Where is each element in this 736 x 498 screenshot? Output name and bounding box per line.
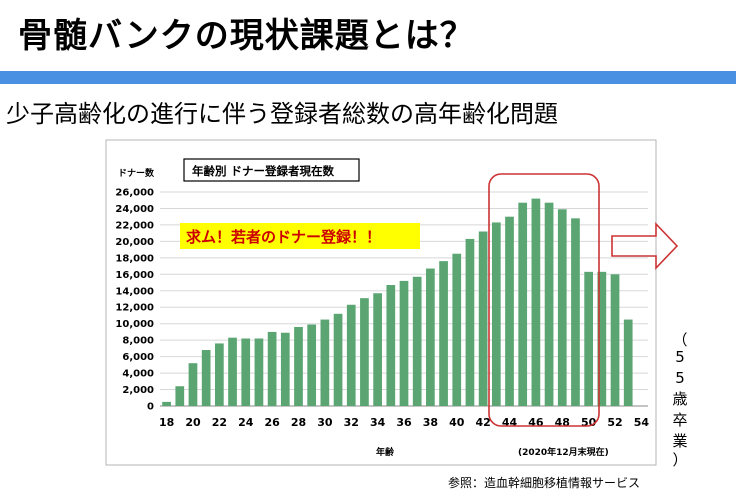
x-tick-labels: 18 20 22 24 26 28 30 32 34 36 38 40 42 44 46 48 50 52 54 (159, 416, 649, 429)
x-tick-label: 42 (475, 416, 490, 429)
x-tick-label: 26 (264, 416, 280, 429)
x-tick-label: 44 (502, 416, 518, 429)
bar-age-24 (241, 338, 251, 406)
bar-age-51 (597, 271, 607, 406)
x-tick-label: 38 (423, 416, 438, 429)
bar-age-25 (254, 338, 264, 406)
x-tick-label: 40 (449, 416, 465, 429)
page-subtitle: 少子高齢化の進行に伴う登録者総数の高年齢化問題 (6, 100, 558, 128)
bar-age-33 (360, 298, 369, 406)
side-note-char: （ (672, 331, 687, 349)
bar-age-35 (386, 285, 396, 406)
bar-age-43 (491, 222, 501, 406)
bar-age-31 (333, 313, 343, 406)
x-axis-label: 年齢 (376, 446, 395, 458)
bar-age-42 (478, 231, 488, 406)
bar-age-22 (214, 343, 224, 406)
y-tick-label: 12,000 (115, 303, 154, 314)
x-tick-label: 20 (185, 416, 201, 429)
x-tick-label: 54 (634, 416, 650, 429)
x-tick-label: 24 (238, 416, 254, 429)
side-note: （5 5 歳卒業） (672, 331, 687, 469)
x-tick-label: 18 (159, 416, 174, 429)
bar-age-38 (426, 268, 435, 406)
y-tick-label: 20,000 (115, 237, 154, 248)
y-tick-label: 24,000 (115, 204, 154, 215)
bar-age-20 (188, 363, 198, 406)
y-tick-label: 10,000 (115, 319, 154, 330)
y-tick-labels: 0 2,000 4,000 6,000 8,000 10,000 12,000 14,000 1… (115, 188, 154, 413)
x-tick-label: 52 (607, 416, 622, 429)
y-tick-label: 22,000 (115, 220, 154, 231)
arrow-right-icon (611, 222, 679, 270)
bar-age-39 (439, 261, 448, 406)
bar-age-47 (544, 202, 554, 406)
y-tick-label: 8,000 (122, 336, 154, 347)
bar-age-34 (373, 293, 382, 406)
y-tick-label: 6,000 (122, 352, 154, 363)
bar-age-21 (201, 350, 211, 406)
source-note: 参照：造血幹細胞移植情報サービス (448, 476, 641, 490)
x-tick-label: 32 (344, 416, 359, 429)
accent-bar (0, 71, 736, 84)
bar-age-37 (412, 276, 422, 406)
side-note-char: 卒 (672, 411, 687, 429)
x-tick-label: 36 (396, 416, 412, 429)
side-note-char: 5 (675, 348, 685, 366)
chart-title: 年齢別 ドナー登録者現在数 (192, 164, 335, 178)
bar-age-52 (610, 274, 620, 406)
bar-age-41 (465, 238, 475, 406)
bar-age-53 (623, 319, 633, 406)
y-tick-label: 0 (147, 402, 154, 413)
bar-age-48 (557, 209, 567, 406)
bar-age-40 (452, 253, 462, 406)
x-tick-label: 34 (370, 416, 386, 429)
side-note-char: 業 (672, 432, 687, 450)
callout-box (180, 223, 420, 249)
x-tick-label: 28 (291, 416, 306, 429)
bar-age-50 (584, 271, 594, 406)
page-title: 骨髄バンクの現状課題とは？ (18, 16, 475, 56)
x-tick-label: 48 (555, 416, 570, 429)
x-tick-label: 46 (528, 416, 544, 429)
bar-age-45 (518, 202, 528, 406)
bar-age-27 (280, 332, 290, 406)
y-tick-label: 16,000 (115, 270, 154, 281)
bar-age-18 (162, 401, 171, 406)
bar-age-44 (505, 216, 514, 406)
y-tick-label: 14,000 (115, 286, 154, 297)
bar-age-29 (307, 324, 317, 406)
bar-age-28 (294, 326, 303, 406)
bar-age-23 (228, 337, 237, 406)
chart-note: (2020年12月末現在) (518, 446, 609, 458)
highlight-box (488, 173, 600, 427)
y-tick-label: 26,000 (115, 188, 154, 199)
y-tick-label: 18,000 (115, 253, 154, 264)
side-note-char: ） (672, 451, 687, 469)
x-tick-label: 30 (317, 416, 333, 429)
side-note-char: 5 (675, 369, 685, 387)
x-tick-label: 22 (212, 416, 227, 429)
y-axis-label: ドナー数 (118, 167, 155, 179)
y-tick-label: 2,000 (122, 385, 154, 396)
chart-title-box (183, 158, 360, 182)
bar-age-32 (346, 304, 356, 406)
bar-age-46 (531, 198, 541, 406)
bar-age-19 (175, 386, 185, 406)
y-tick-label: 4,000 (122, 369, 154, 380)
callout-text: 求ム！若者のドナー登録！！ (186, 228, 381, 246)
bar-age-26 (267, 331, 277, 406)
bars (162, 198, 633, 406)
bar-age-49 (571, 218, 580, 406)
x-tick-label: 50 (581, 416, 597, 429)
bar-age-30 (320, 319, 330, 406)
bar-age-36 (399, 280, 409, 406)
side-note-char: 歳 (672, 390, 687, 408)
